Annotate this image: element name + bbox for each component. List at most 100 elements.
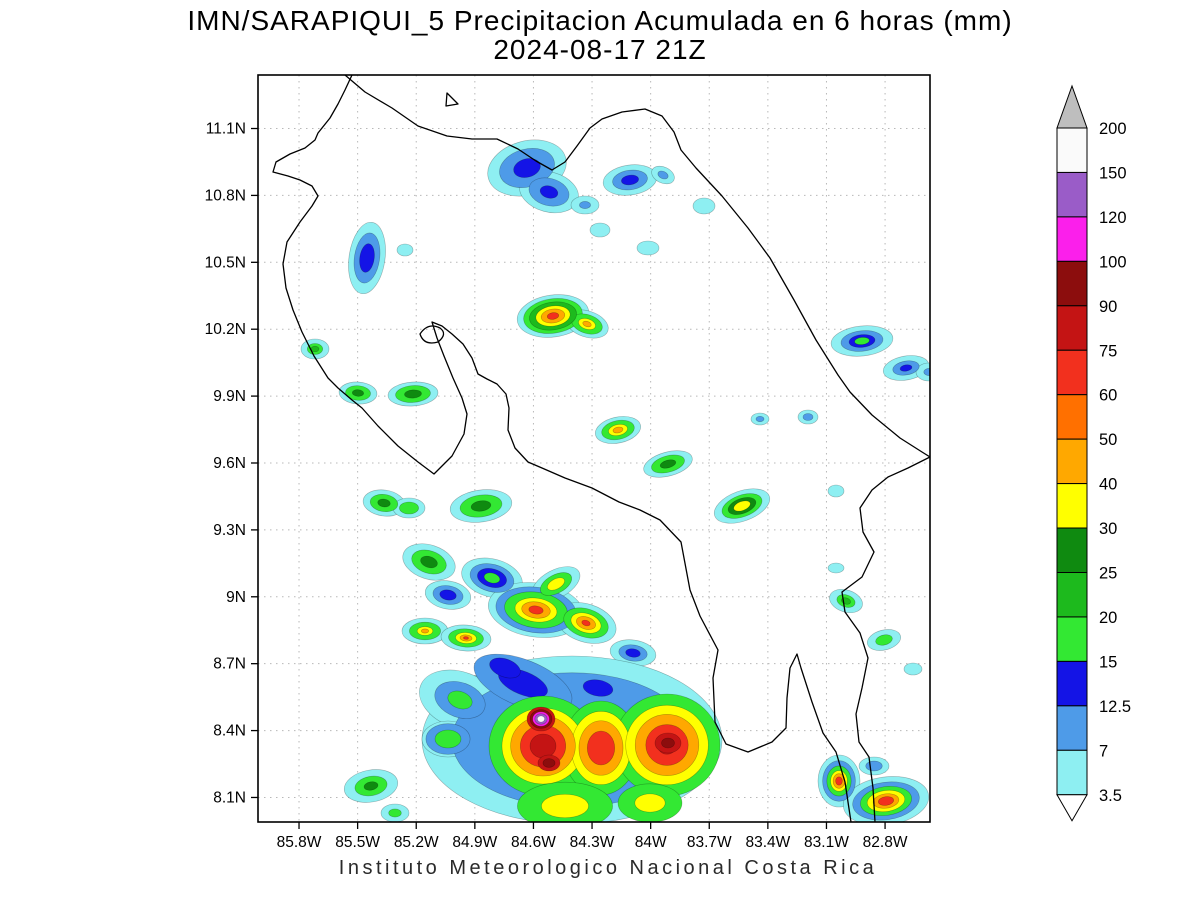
- colorbar-label: 200: [1099, 120, 1127, 138]
- lon-tick-label: 82.8W: [863, 834, 908, 851]
- precip-contour-3.5mm: [589, 222, 611, 238]
- lat-tick-label: 10.8N: [205, 187, 246, 204]
- latitude-labels: 11.1N 10.8N 10.5N 10.2N 9.9N 9.6N 9.3N 9N 8.7N 8.…: [205, 121, 246, 807]
- lon-tick-label: 85.2W: [394, 834, 439, 851]
- precip-contour-3.5mm: [827, 562, 845, 574]
- precip-contour-15mm: [388, 808, 402, 818]
- lon-tick-label: 84.3W: [570, 834, 615, 851]
- precip-contour-12.5mm: [899, 364, 913, 372]
- lon-tick-label: 85.5W: [335, 834, 380, 851]
- lat-tick-label: 9.3N: [213, 522, 246, 539]
- precip-contour-12.5mm: [439, 589, 457, 601]
- precip-contour-15mm: [483, 572, 501, 584]
- colorbar-label: 20: [1099, 609, 1117, 627]
- precip-contour-25mm: [352, 389, 364, 397]
- precip-contour-60mm: [878, 796, 894, 806]
- longitude-labels: 85.8W 85.5W 85.2W 84.9W 84.6W 84.3W 84W 83.7W 83…: [277, 834, 908, 851]
- precip-contour-60mm: [587, 730, 615, 766]
- colorbar-label: 12.5: [1099, 698, 1131, 716]
- colorbar-label: 15: [1099, 653, 1117, 671]
- precip-contour-20mm: [310, 345, 320, 353]
- precip-contour-7mm: [657, 170, 669, 180]
- colorbar-label: 60: [1099, 387, 1117, 405]
- colorbar-label: 7: [1099, 742, 1108, 760]
- precip-contour-25mm: [377, 498, 391, 508]
- precipitation-field: [300, 139, 930, 822]
- precip-contour-30mm: [733, 500, 751, 512]
- precip-contour-15mm: [447, 690, 473, 710]
- lat-tick-label: 8.4N: [213, 723, 246, 740]
- precip-contour-60mm: [463, 636, 469, 640]
- precip-contour-25mm: [420, 555, 438, 569]
- precip-contour-12.5mm: [582, 679, 614, 697]
- lon-tick-label: 84.6W: [511, 834, 556, 851]
- precip-contour-7mm: [923, 368, 930, 376]
- colorbar-label: 120: [1099, 209, 1127, 227]
- grid-lines: [258, 75, 930, 822]
- precip-contour-12.5mm: [621, 174, 639, 186]
- precip-contour-40mm: [421, 628, 429, 634]
- precip-contour-12.5mm: [625, 648, 641, 658]
- precip-contour-3.5mm: [636, 240, 660, 256]
- precip-contour-3.5mm: [903, 662, 923, 676]
- lon-tick-label: 84W: [635, 834, 667, 851]
- precip-contour-3.5mm: [827, 484, 845, 498]
- precip-contour-60mm: [546, 312, 560, 320]
- precip-contour-25mm: [404, 389, 422, 399]
- colorbar: 200 150 120 100 90 75 60 50 40 30 25 20 15 12.5 7 3.5: [1056, 84, 1131, 822]
- colorbar-segment: [1056, 394, 1088, 440]
- colorbar-segment: [1056, 260, 1088, 307]
- colorbar-segment: [1056, 527, 1088, 573]
- colorbar-segment: [1056, 171, 1088, 218]
- precip-contour-3.5mm: [396, 243, 414, 257]
- footer-credit: Instituto Meteorologico Nacional Costa R…: [339, 857, 877, 879]
- coastline-path: [344, 75, 930, 822]
- lat-tick-label: 8.1N: [213, 789, 246, 806]
- colorbar-label: 25: [1099, 565, 1117, 583]
- lat-tick-label: 10.5N: [205, 254, 246, 271]
- colorbar-label: 150: [1099, 164, 1127, 182]
- colorbar-segment: [1056, 705, 1088, 751]
- colorbar-segment: [1056, 349, 1088, 396]
- precip-contour-12.5mm: [539, 185, 559, 199]
- precip-contour-15mm: [399, 501, 419, 515]
- costa-rica-outline: [272, 75, 930, 822]
- lon-tick-label: 83.7W: [687, 834, 732, 851]
- precip-contour-7mm: [755, 415, 765, 422]
- precip-contour-30mm: [634, 793, 666, 813]
- precip-contour-25mm: [659, 459, 677, 469]
- precip-contour-75mm: [529, 733, 557, 759]
- page-title: IMN/SARAPIQUI_5 Precipitacion Acumulada …: [187, 5, 1012, 36]
- precip-contour-7mm: [865, 760, 883, 772]
- colorbar-segment: [1056, 483, 1088, 529]
- precip-contour-15mm: [875, 634, 893, 646]
- precip-contour-12.5mm: [489, 657, 521, 679]
- lon-tick-label: 84.9W: [452, 834, 497, 851]
- colorbar-segment: [1056, 616, 1088, 662]
- page-subtitle: 2024-08-17 21Z: [493, 34, 706, 65]
- lon-tick-label: 83.4W: [745, 834, 790, 851]
- colorbar-label: 40: [1099, 476, 1117, 494]
- colorbar-arrow-bottom: [1056, 794, 1088, 822]
- colorbar-segment: [1056, 438, 1088, 485]
- colorbar-label: 90: [1099, 298, 1117, 316]
- precip-contour-3.5mm: [915, 362, 930, 382]
- precip-contour-12.5mm: [513, 158, 541, 178]
- precip-contour-150mm: [537, 715, 545, 723]
- colorbar-label: 3.5: [1099, 787, 1122, 805]
- lat-tick-label: 9N: [226, 589, 246, 606]
- precip-contour-7mm: [579, 201, 591, 209]
- precip-contour-60mm: [835, 776, 843, 786]
- precip-contour-90mm: [542, 758, 556, 768]
- precip-contour-15mm: [854, 337, 870, 345]
- colorbar-arrow-top: [1056, 84, 1088, 129]
- precip-contour-40mm: [582, 320, 592, 328]
- lat-tick-label: 9.9N: [213, 388, 246, 405]
- precip-contour-3.5mm: [692, 197, 716, 215]
- coastline-path: [272, 75, 852, 822]
- precip-contour-40mm: [612, 426, 624, 434]
- lat-tick-label: 10.2N: [205, 321, 246, 338]
- precip-contour-30mm: [541, 793, 589, 819]
- colorbar-segment: [1056, 660, 1088, 707]
